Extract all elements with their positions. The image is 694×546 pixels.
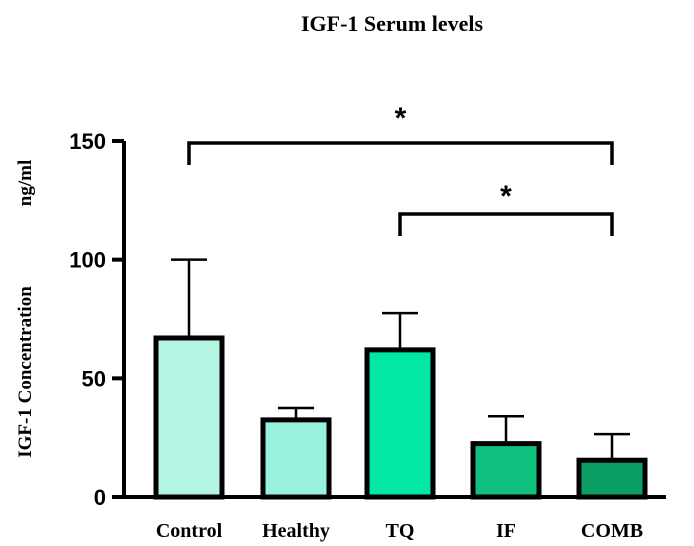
x-tick-label: IF [496,520,516,542]
x-tick-label: COMB [581,520,643,542]
bar [470,441,542,500]
y-tick-label: 50 [82,366,106,391]
significance-marker: * [395,102,407,135]
x-tick-label: Control [156,520,223,542]
x-tick-label: Healthy [262,520,330,542]
bar [153,335,225,500]
x-tick-label: TQ [386,520,415,542]
bar [260,417,332,500]
y-tick-label: 100 [69,248,106,273]
bar [576,457,648,500]
chart-title: IGF-1 Serum levels [301,11,484,36]
y-axis-label: IGF-1 Concentration [15,286,36,458]
significance-bracket [398,212,614,236]
significance-bracket [187,141,614,165]
bar [364,347,436,500]
y-tick-label: 150 [69,129,106,154]
y-tick-label: 0 [94,485,106,510]
significance-marker: * [500,180,512,213]
y-axis-unit: ng/ml [15,160,36,206]
